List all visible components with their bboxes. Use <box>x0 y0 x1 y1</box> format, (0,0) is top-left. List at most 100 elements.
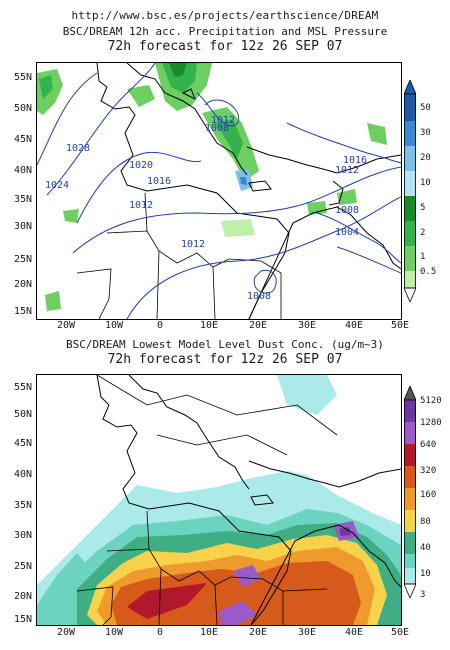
lon-label: 20W <box>56 320 76 331</box>
colorbar-label: 20 <box>420 153 431 163</box>
isobar-label: 1012 <box>211 115 235 126</box>
lat-label: 40N <box>13 165 32 176</box>
colorbar-label: 10 <box>420 569 431 579</box>
colorbar-label: 1 <box>420 252 426 262</box>
lon-label: 10E <box>199 627 219 638</box>
coastlines <box>96 375 401 625</box>
dust-areas <box>37 375 401 625</box>
isobar-label: 1020 <box>129 160 153 171</box>
colorbar-cell <box>404 246 416 271</box>
coastlines <box>96 63 401 319</box>
isobar-label: 1024 <box>45 180 69 191</box>
lat-label: 50N <box>13 409 32 420</box>
lat-label: 15N <box>13 614 32 625</box>
lon-label: 20E <box>248 627 268 638</box>
colorbar-cell <box>404 271 416 288</box>
precipitation-map[interactable]: 1028 1024 1020 1016 1012 1012 1012 1008 … <box>36 62 402 320</box>
top-map-subtitle: 72h forecast for 12z 26 SEP 07 <box>107 39 343 54</box>
lat-label: 25N <box>13 254 32 265</box>
isobar-labels: 1028 1024 1020 1016 1012 1012 1012 1008 … <box>45 115 367 302</box>
lon-label: 0 <box>156 627 164 638</box>
colorbar-cell <box>404 221 416 246</box>
isobar-label: 1008 <box>247 291 271 302</box>
colorbar-cell <box>403 78 417 95</box>
isobar-label: 1012 <box>335 165 359 176</box>
bottom-map-title: BSC/DREAM Lowest Model Level Dust Conc. … <box>66 338 384 351</box>
lat-label: 15N <box>13 306 32 317</box>
isobar-label: 1008 <box>205 123 229 134</box>
top-map-title: BSC/DREAM 12h acc. Precipitation and MSL… <box>62 25 388 38</box>
dust-concentration-map[interactable] <box>36 374 402 626</box>
colorbar-cell <box>404 146 416 171</box>
colorbar-cell <box>404 568 416 584</box>
isobar-label: 1028 <box>66 143 90 154</box>
isobar-label: 1012 <box>181 239 205 250</box>
isobar-label: 1008 <box>335 205 359 216</box>
lon-label: 50E <box>390 627 410 638</box>
lat-label: 30N <box>13 221 32 232</box>
lat-label: 45N <box>13 134 32 145</box>
lon-label: 20W <box>56 627 76 638</box>
isobar-label: 1016 <box>343 155 367 166</box>
precipitation-colorbar-svg <box>403 78 417 304</box>
colorbar-label: 3 <box>420 590 426 600</box>
colorbar-label: 640 <box>420 440 437 450</box>
bottom-map-subtitle: 72h forecast for 12z 26 SEP 07 <box>107 352 343 367</box>
lon-label: 30E <box>297 627 317 638</box>
precipitation-areas <box>37 63 387 311</box>
colorbar-label: 160 <box>420 490 437 500</box>
lat-label: 25N <box>13 561 32 572</box>
lat-label: 40N <box>13 469 32 480</box>
lon-label: 20E <box>248 320 268 331</box>
lat-label: 35N <box>13 194 32 205</box>
lat-label: 55N <box>13 72 32 83</box>
lon-label: 10W <box>104 627 124 638</box>
dust-colorbar <box>403 384 417 600</box>
isobars <box>37 63 401 319</box>
lat-label: 20N <box>13 279 32 290</box>
isobar-label: 1016 <box>147 176 171 187</box>
colorbar-label: 1280 <box>420 418 442 428</box>
colorbar-label: 30 <box>420 128 431 138</box>
source-url: http://www.bsc.es/projects/earthscience/… <box>71 9 379 22</box>
colorbar-cell <box>404 94 416 121</box>
dust-colorbar-svg <box>403 384 417 600</box>
lat-label: 30N <box>13 530 32 541</box>
colorbar-label: 50 <box>420 103 431 113</box>
colorbar-cell <box>404 554 416 568</box>
colorbar-label: 80 <box>420 517 431 527</box>
lon-label: 40E <box>344 320 364 331</box>
isobar-label: 1004 <box>335 227 359 238</box>
lon-label: 30E <box>297 320 317 331</box>
colorbar-label: 320 <box>420 466 437 476</box>
colorbar-cell <box>404 422 416 444</box>
precipitation-colorbar <box>403 78 417 304</box>
lat-label: 55N <box>13 382 32 393</box>
colorbar-label: 5 <box>420 203 426 213</box>
lon-label: 10E <box>199 320 219 331</box>
lat-label: 45N <box>13 438 32 449</box>
colorbar-cell <box>404 171 416 196</box>
lon-label: 50E <box>390 320 410 331</box>
dust-map-svg <box>37 375 401 625</box>
colorbar-cell <box>404 400 416 422</box>
colorbar-label: 0.5 <box>420 267 437 277</box>
lat-label: 20N <box>13 591 32 602</box>
colorbar-label: 40 <box>420 543 431 553</box>
colorbar-cell <box>404 466 416 488</box>
lat-label: 50N <box>13 103 32 114</box>
colorbar-cell <box>404 121 416 146</box>
colorbar-label: 2 <box>420 228 426 238</box>
lon-label: 0 <box>156 320 164 331</box>
colorbar-cell <box>404 196 416 221</box>
colorbar-cell <box>404 510 416 532</box>
colorbar-cell <box>404 532 416 554</box>
isobar-label: 1012 <box>129 200 153 211</box>
colorbar-cell <box>404 488 416 510</box>
colorbar-label: 10 <box>420 178 431 188</box>
lat-label: 35N <box>13 500 32 511</box>
colorbar-cell <box>404 444 416 466</box>
country-borders <box>76 375 338 625</box>
lon-label: 10W <box>104 320 124 331</box>
lon-label: 40E <box>344 627 364 638</box>
